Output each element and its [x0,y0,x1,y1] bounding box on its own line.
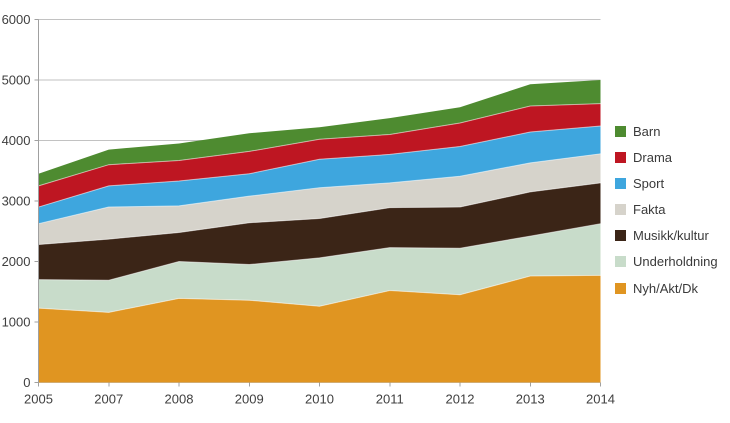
y-axis-tick-label: 2000 [2,254,31,269]
y-axis-tick-label: 3000 [2,194,31,209]
legend-item-underholdning: Underholdning [615,253,718,271]
area-series-barn [38,80,601,186]
series-boundary-line [38,182,601,246]
legend-label: Fakta [633,202,666,218]
y-axis-tick-label: 4000 [2,133,31,148]
legend-item-drama: Drama [615,148,718,166]
series-boundary-line [38,223,601,281]
legend-swatch-icon [615,125,626,137]
legend-item-fakta: Fakta [615,201,718,219]
legend-swatch-icon [615,282,626,294]
series-boundary-line [38,103,601,187]
legend-swatch-icon [615,151,626,163]
x-axis-tick-label: 2009 [235,392,264,407]
area-series-underholdning [38,223,601,313]
x-axis-tick-label: 2012 [446,392,475,407]
legend-label: Musikk/kultur [633,228,709,244]
legend-label: Sport [633,175,665,191]
area-series-sport [38,125,601,224]
legend-item-barn: Barn [615,122,718,140]
legend-label: Nyh/Akt/Dk [633,280,699,296]
x-axis-tick-label: 2007 [94,392,123,407]
area-series-nyh-akt-dk [38,275,601,383]
legend-item-sport: Sport [615,174,718,192]
y-axis-tick-label: 0 [23,375,30,390]
legend-swatch-icon [615,230,626,242]
area-series-drama [38,103,601,208]
legend-item-nyh-akt-dk: Nyh/Akt/Dk [615,279,718,297]
legend-item-musikk-kultur: Musikk/kultur [615,227,718,245]
chart-legend: Barn Drama Sport Fakta Musikk/kultur Underhol… [615,122,718,305]
x-axis-tick-label: 2011 [376,392,404,407]
legend-swatch-icon [615,204,626,216]
x-axis-tick-label: 2005 [24,392,53,407]
legend-swatch-icon [615,256,626,268]
legend-swatch-icon [615,177,626,189]
x-axis-tick-label: 2008 [165,392,194,407]
legend-label: Barn [633,123,661,139]
x-axis-tick-label: 2010 [305,392,334,407]
y-axis-tick-label: 1000 [2,315,31,330]
series-boundary-line [38,153,601,225]
x-axis-tick-label: 2013 [516,392,545,407]
series-boundary-line [38,274,601,313]
y-axis-tick-label: 5000 [2,73,31,88]
series-boundary-line [38,125,601,208]
legend-label: Underholdning [633,254,718,270]
x-axis-tick-label: 2014 [586,392,615,407]
y-axis-tick-label: 6000 [2,12,31,27]
legend-label: Drama [633,149,673,165]
